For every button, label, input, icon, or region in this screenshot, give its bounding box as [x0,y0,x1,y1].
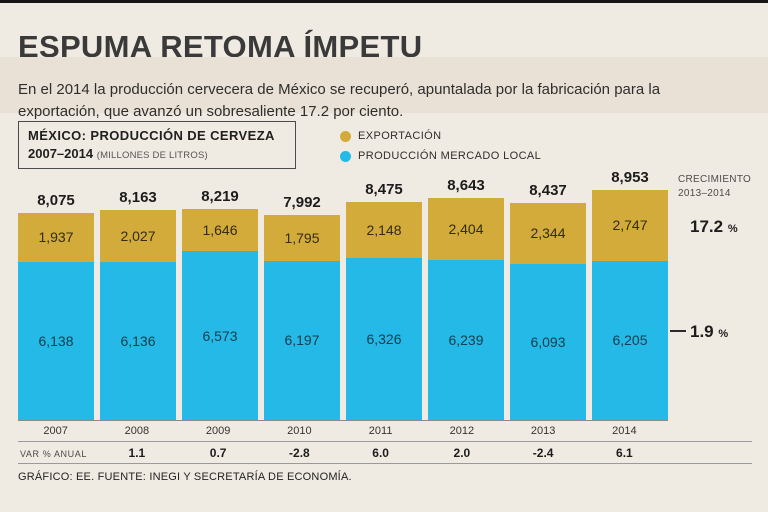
local-segment: 6,136 [100,262,176,420]
chart-title: MÉXICO: PRODUCCIÓN DE CERVEZA [28,128,275,143]
export-segment: 2,747 [592,190,668,261]
export-value-label: 2,344 [530,225,566,242]
local-value-label: 6,239 [448,331,484,348]
var-pct-value: 0.7 [209,446,227,460]
local-value-label: 6,326 [366,330,402,347]
source-credit: GRÁFICO: EE. FUENTE: INEGI Y SECRETARÍA … [18,471,352,483]
year-label: 2013 [530,425,556,437]
var-pct-value: -2.4 [532,446,554,460]
var-pct-value: 2.0 [453,446,471,460]
x-axis-year-labels: 2007 2008 2009 2010 2011 2012 2013 2014 [18,425,668,437]
bar-total-label: 8,437 [529,182,567,200]
chart-years-range: 2007–2014 [28,146,94,161]
local-value-label: 6,197 [284,332,320,349]
export-value-label: 2,404 [448,220,484,237]
var-pct-value [18,446,93,460]
year-label: 2012 [449,425,475,437]
local-value-label: 6,573 [202,327,238,344]
var-pct-value: -2.8 [289,446,310,460]
var-pct-value: 6.1 [616,446,633,460]
subtitle-band: En el 2014 la producción cervecera de Mé… [0,57,768,120]
legend-label: EXPORTACIÓN [358,130,442,142]
bar-column: 8,953 2,747 6,205 [592,169,668,420]
var-pct-value: 1.1 [128,446,146,460]
legend-item-exportacion: EXPORTACIÓN [340,126,541,146]
bar-column: 8,475 2,148 6,326 [346,181,422,420]
local-segment: 6,197 [264,260,340,420]
export-segment: 2,404 [428,197,504,260]
local-segment: 6,326 [346,257,422,420]
export-value-label: 1,646 [202,221,238,238]
export-segment: 2,148 [346,202,422,258]
bar-column: 8,219 1,646 6,573 [182,188,258,420]
export-value-label: 2,747 [612,217,648,234]
year-label: 2009 [205,425,231,437]
bar-total-label: 8,219 [201,187,239,205]
divider-rule [18,463,752,464]
year-label: 2008 [124,425,150,437]
local-value-label: 6,205 [612,332,648,349]
legend-item-mercado-local: PRODUCCIÓN MERCADO LOCAL [340,146,541,166]
bar-total-label: 8,475 [365,181,403,199]
chart-title-years: 2007–2014 (MILLONES DE LITROS) [28,146,286,161]
local-segment: 6,138 [18,262,94,420]
subtitle-text: En el 2014 la producción cervecera de Mé… [18,81,661,120]
exportacion-dot-icon [340,130,351,142]
bar-column: 8,075 1,937 6,138 [18,192,94,420]
var-anual-values-row: 1.1 0.7 -2.8 6.0 2.0 -2.4 6.1 [18,446,668,460]
local-value-label: 6,138 [38,333,74,350]
bar-column: 7,992 1,795 6,197 [264,194,340,420]
top-rule [0,0,768,3]
year-label: 2007 [43,425,68,437]
local-segment: 6,573 [182,251,258,420]
growth-export-number: 17.2 [690,217,724,236]
export-segment: 1,795 [264,214,340,261]
local-segment: 6,205 [592,260,668,420]
export-value-label: 2,027 [120,228,156,245]
divider-rule [18,441,752,442]
bar-total-label: 8,643 [447,176,485,194]
local-value-label: 6,093 [530,333,566,350]
local-segment: 6,093 [510,263,586,420]
local-value-label: 6,136 [120,333,156,350]
growth-header-line1: CRECIMIENTO [678,174,752,185]
growth-local-value: 1.9 % [690,322,728,342]
year-label: 2014 [612,425,637,437]
local-segment: 6,239 [428,259,504,420]
bar-column: 8,437 2,344 6,093 [510,182,586,420]
bar-total-label: 8,075 [37,191,75,209]
var-anual-label: VAR % ANUAL [20,449,87,459]
export-segment: 2,344 [510,203,586,264]
year-label: 2010 [287,425,312,437]
growth-local-number: 1.9 [690,322,714,341]
growth-export-value: 17.2 % [690,217,738,237]
year-label: 2011 [368,425,393,437]
legend: EXPORTACIÓN PRODUCCIÓN MERCADO LOCAL [340,126,541,166]
export-value-label: 2,148 [366,221,402,238]
export-segment: 1,646 [182,208,258,252]
stacked-bar-chart: 8,075 1,937 6,138 8,163 2,027 6,136 8,219 1,646… [18,166,668,421]
mercado-local-dot-icon [340,150,351,162]
bar-column: 8,163 2,027 6,136 [100,189,176,420]
export-segment: 2,027 [100,210,176,263]
percent-sign: % [727,223,738,235]
chart-units-label: (MILLONES DE LITROS) [96,150,208,161]
export-value-label: 1,795 [284,229,320,246]
growth-header: CRECIMIENTO 2013–2014 [678,173,751,200]
bar-column: 8,643 2,404 6,239 [428,177,504,420]
var-pct-value: 6.0 [372,446,389,460]
growth-header-line2: 2013–2014 [678,187,731,199]
legend-label: PRODUCCIÓN MERCADO LOCAL [358,150,542,162]
bar-total-label: 7,992 [283,193,321,211]
percent-sign: % [718,328,729,340]
chart-title-box: MÉXICO: PRODUCCIÓN DE CERVEZA 2007–2014 … [18,121,296,169]
export-segment: 1,937 [18,212,94,263]
bar-total-label: 8,163 [119,189,157,207]
bar-total-label: 8,953 [611,169,649,187]
export-value-label: 1,937 [38,229,74,246]
growth-local-tick [670,330,686,332]
